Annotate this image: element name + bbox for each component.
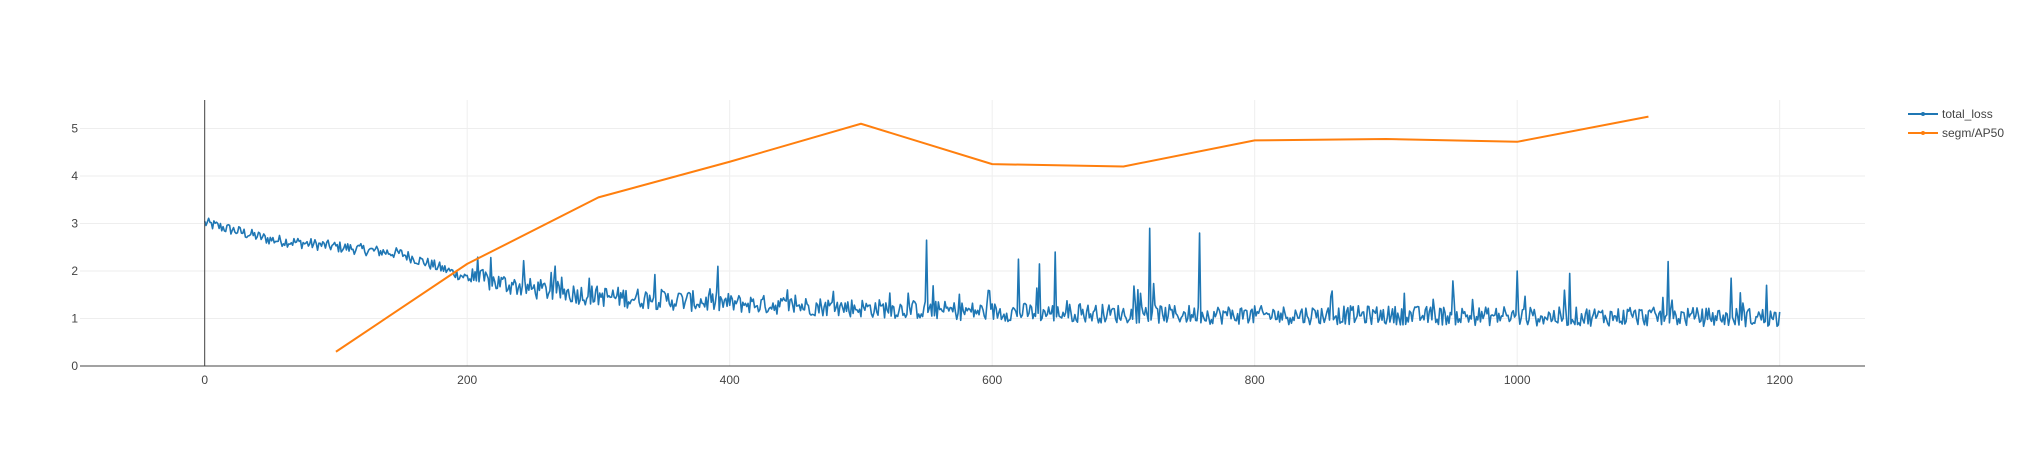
x-tick-label: 400 (720, 373, 740, 387)
series-line-total-loss (203, 217, 1781, 328)
grid (80, 100, 1865, 366)
y-tick-label: 3 (71, 217, 78, 231)
y-tick-label: 1 (71, 312, 78, 326)
legend-label: segm/AP50 (1942, 126, 2004, 140)
y-tick-label: 5 (71, 122, 78, 136)
series-line-segm-ap50 (335, 115, 1649, 353)
legend[interactable]: total_loss segm/AP50 (1908, 107, 2004, 140)
legend-item-total-loss[interactable]: total_loss (1908, 107, 1993, 121)
plot-area (203, 115, 1781, 353)
x-tick-label: 1200 (1766, 373, 1793, 387)
x-tick-label: 1000 (1504, 373, 1531, 387)
y-tick-label: 0 (71, 359, 78, 373)
x-tick-label: 200 (457, 373, 477, 387)
x-tick-label: 0 (201, 373, 208, 387)
legend-marker (1921, 131, 1925, 135)
axes: 0 200 400 600 800 1000 1200 0 1 2 3 4 5 (71, 100, 1865, 387)
legend-marker (1921, 112, 1925, 116)
x-tick-label: 800 (1245, 373, 1265, 387)
legend-label: total_loss (1942, 107, 1993, 121)
legend-item-segm-ap50[interactable]: segm/AP50 (1908, 126, 2004, 140)
y-tick-label: 4 (71, 169, 78, 183)
y-tick-label: 2 (71, 264, 78, 278)
x-tick-label: 600 (982, 373, 1002, 387)
